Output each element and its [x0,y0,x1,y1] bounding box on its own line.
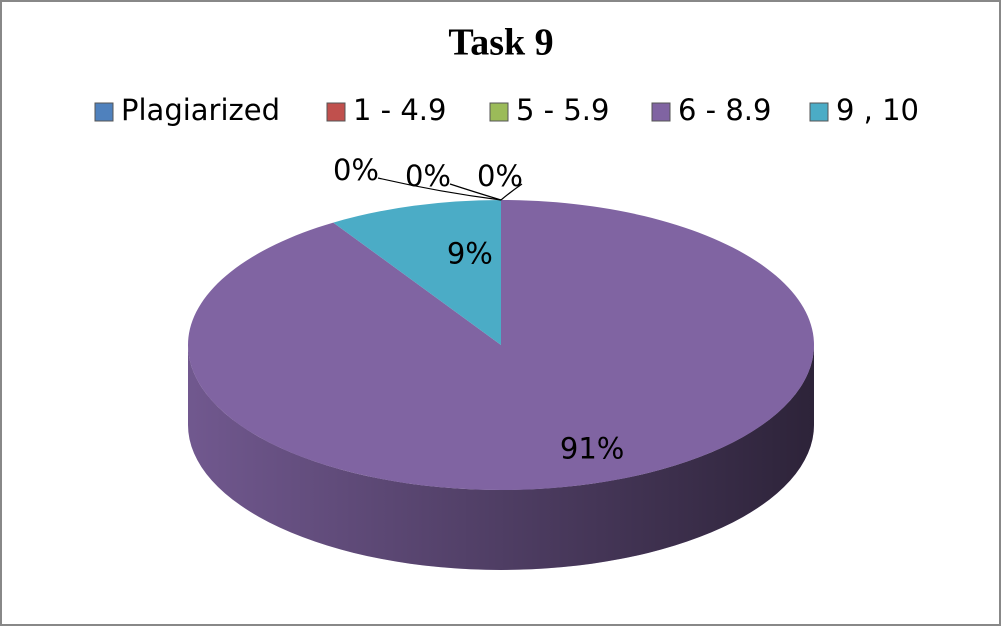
labels: 0% 0% 0% 91% 9% [333,153,624,465]
data-label: 0% [333,153,379,187]
legend-label: 1 - 4.9 [353,93,446,127]
legend-swatch [94,102,114,122]
legend-swatch [651,102,671,122]
slice-side-shade [188,345,814,570]
leader-line [500,183,523,201]
data-label: 9% [447,237,493,271]
leader-line [377,177,502,201]
legend-swatch [326,102,346,122]
pie [187,200,814,570]
data-label: 0% [405,159,451,193]
slice [187,200,814,490]
data-label: 0% [477,159,523,193]
leader-line [449,183,502,201]
data-label: 91% [560,431,624,465]
legend-label: 6 - 8.9 [678,93,771,127]
legend-label: Plagiarized [121,93,280,127]
slice [333,200,501,345]
legend-label: 9 , 10 [836,93,919,127]
legend-swatch [489,102,509,122]
chart-title: Task 9 [448,22,553,64]
legend-label: 5 - 5.9 [516,93,609,127]
legend: Plagiarized 1 - 4.9 5 - 5.9 6 - 8.9 9 , 10 [94,93,919,127]
legend-swatch [809,102,829,122]
